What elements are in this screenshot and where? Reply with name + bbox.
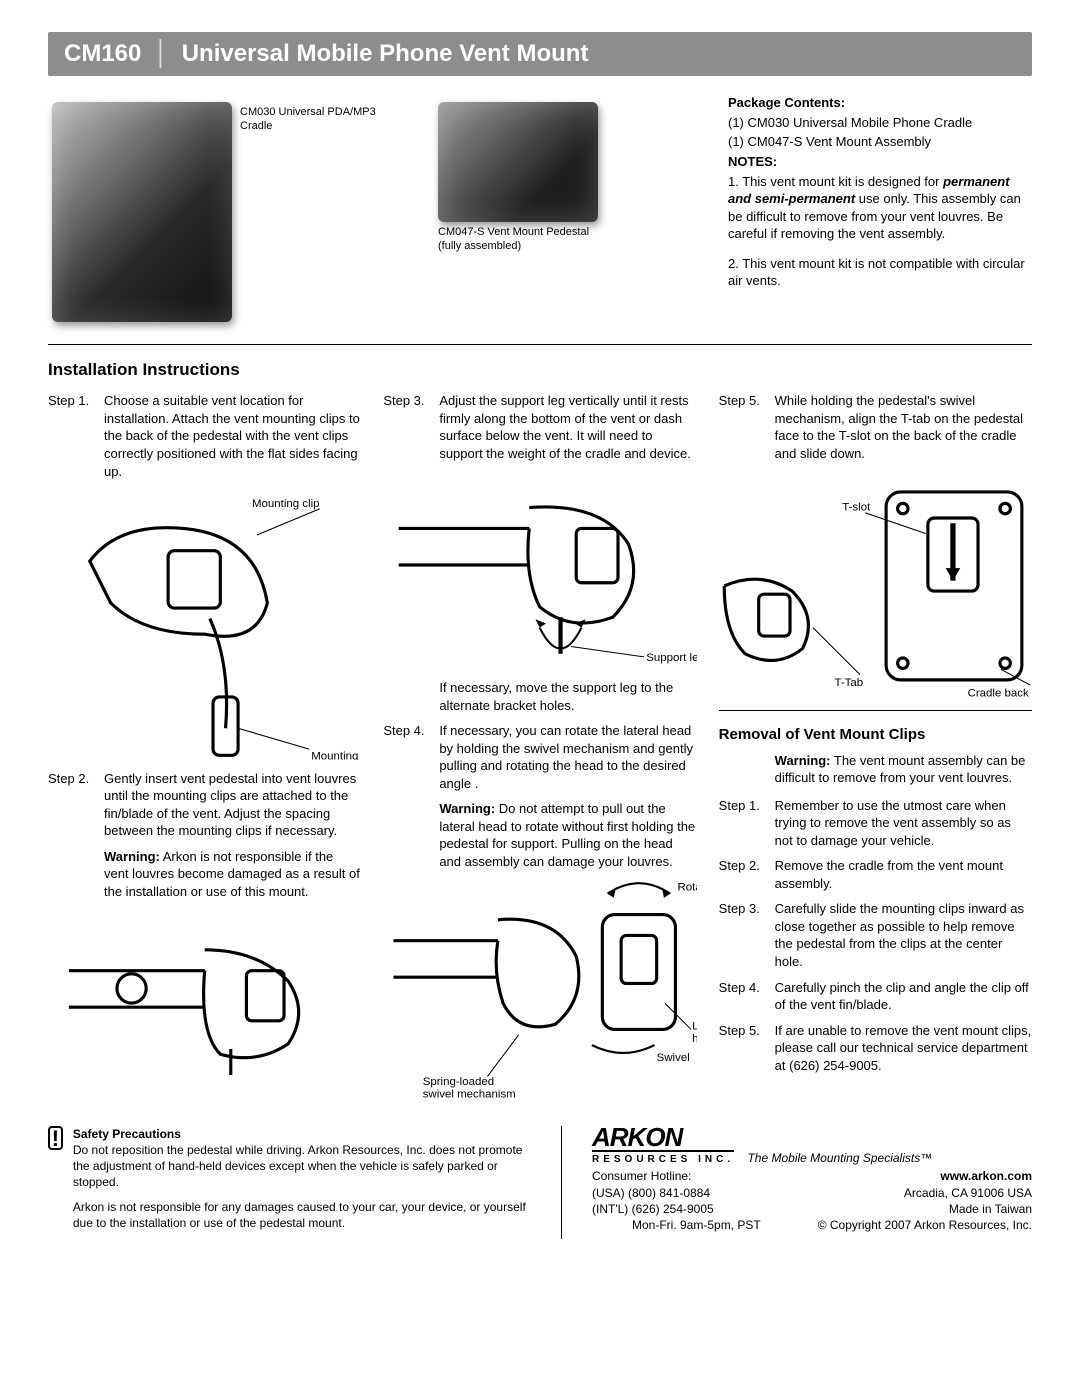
title-separator: │ (154, 40, 169, 67)
contact-left: Consumer Hotline: (USA) (800) 841-0884 (… (592, 1168, 761, 1233)
instruction-columns: Step 1. Choose a suitable vent location … (48, 392, 1032, 1107)
step-3-extra: If necessary, move the support leg to th… (383, 679, 696, 714)
label-support-leg: Support leg (647, 652, 697, 664)
label-spring-2: swivel mechanism (423, 1089, 516, 1098)
step-1: Step 1. Choose a suitable vent location … (48, 392, 361, 480)
removal-step-4: Step 4. Carefully pinch the clip and ang… (719, 979, 1032, 1014)
step-1-body: Choose a suitable vent location for inst… (104, 392, 361, 480)
column-3: Step 5. While holding the pedestal's swi… (719, 392, 1032, 1107)
footer: ! Safety Precautions Do not reposition t… (48, 1126, 1032, 1239)
notes-title: NOTES: (728, 153, 1028, 171)
footer-divider (561, 1126, 562, 1239)
title-bar: CM160 │ Universal Mobile Phone Vent Moun… (48, 32, 1032, 76)
step-5-body: While holding the pedestal's swivel mech… (775, 392, 1032, 462)
company-info: ARKON RESOURCES INC. The Mobile Mounting… (592, 1126, 1032, 1239)
step-4-label: Step 4. (383, 722, 439, 792)
divider-removal (719, 710, 1032, 711)
pedestal-photo (438, 102, 598, 222)
column-2: Step 3. Adjust the support leg verticall… (383, 392, 696, 1107)
label-mounting-clip-2: Mounting clip (311, 751, 361, 760)
contact-info: Consumer Hotline: (USA) (800) 841-0884 (… (592, 1168, 1032, 1233)
removal-warning: Warning: The vent mount assembly can be … (719, 752, 1032, 787)
note-1: 1. This vent mount kit is designed for p… (728, 173, 1028, 243)
step-4-body: If necessary, you can rotate the lateral… (439, 722, 696, 792)
product-1: CM030 Universal PDA/MP3 Cradle (52, 102, 410, 322)
label-t-tab: T-Tab (834, 677, 863, 689)
safety-title: Safety Precautions (73, 1126, 531, 1142)
note-2: 2. This vent mount kit is not compatible… (728, 255, 1028, 290)
cradle-caption: CM030 Universal PDA/MP3 Cradle (240, 106, 410, 134)
step-4-warning: Warning: Do not attempt to pull out the … (383, 800, 696, 870)
removal-step-5: Step 5. If are unable to remove the vent… (719, 1022, 1032, 1075)
removal-step-1: Step 1. Remember to use the utmost care … (719, 797, 1032, 850)
label-rotate: Rotate (678, 882, 697, 894)
label-swivel: Swivel (657, 1052, 690, 1064)
diagram-4: Rotate Lateral head Swivel Spring-loaded… (383, 878, 696, 1097)
step-2-warning: Warning: Arkon is not responsible if the… (48, 848, 361, 901)
package-item-2: (1) CM047-S Vent Mount Assembly (728, 133, 1028, 151)
step-2-label: Step 2. (48, 770, 104, 840)
diagram-1: Mounting clip Mounting clip (48, 488, 361, 760)
step-1-label: Step 1. (48, 392, 104, 480)
cradle-photo (52, 102, 232, 322)
logo-subtext: RESOURCES INC. (592, 1150, 734, 1167)
install-heading: Installation Instructions (48, 359, 1032, 382)
label-cradle-back: Cradle back (967, 687, 1028, 699)
safety-2: Arkon is not responsible for any damages… (73, 1199, 531, 1231)
step-5-label: Step 5. (719, 392, 775, 462)
safety-precautions: ! Safety Precautions Do not reposition t… (48, 1126, 531, 1239)
removal-step-2: Step 2. Remove the cradle from the vent … (719, 857, 1032, 892)
divider-top (48, 344, 1032, 345)
pedestal-caption: CM047-S Vent Mount Pedestal (fully assem… (438, 226, 608, 254)
product-title: Universal Mobile Phone Vent Mount (182, 40, 589, 67)
contact-right: www.arkon.com Arcadia, CA 91006 USA Made… (818, 1168, 1032, 1233)
label-mounting-clip-1: Mounting clip (252, 498, 320, 510)
step-3-label: Step 3. (383, 392, 439, 462)
label-lateral-1: Lateral (692, 1021, 696, 1033)
package-item-1: (1) CM030 Universal Mobile Phone Cradle (728, 114, 1028, 132)
logo-text: ARKON (592, 1122, 682, 1152)
step-3-body: Adjust the support leg vertically until … (439, 392, 696, 462)
label-lateral-2: head (692, 1033, 696, 1045)
top-section: CM030 Universal PDA/MP3 Cradle CM047-S V… (48, 94, 1032, 336)
safety-1: Do not reposition the pedestal while dri… (73, 1142, 531, 1191)
tagline: The Mobile Mounting Specialists™ (747, 1151, 932, 1165)
diagram-5: T-slot T-Tab Cradle back (719, 471, 1032, 701)
diagram-2 (48, 908, 361, 1086)
removal-step-3: Step 3. Carefully slide the mounting cli… (719, 900, 1032, 970)
product-images: CM030 Universal PDA/MP3 Cradle CM047-S V… (52, 94, 704, 322)
package-notes: Package Contents: (1) CM030 Universal Mo… (728, 94, 1028, 322)
removal-heading: Removal of Vent Mount Clips (719, 725, 1032, 745)
label-t-slot: T-slot (842, 501, 871, 513)
label-spring-1: Spring-loaded (423, 1076, 494, 1088)
column-1: Step 1. Choose a suitable vent location … (48, 392, 361, 1107)
product-2: CM047-S Vent Mount Pedestal (fully assem… (438, 102, 608, 254)
warning-icon: ! (48, 1126, 63, 1150)
step-5: Step 5. While holding the pedestal's swi… (719, 392, 1032, 462)
step-3: Step 3. Adjust the support leg verticall… (383, 392, 696, 462)
diagram-3: Support leg (383, 471, 696, 669)
step-4: Step 4. If necessary, you can rotate the… (383, 722, 696, 792)
product-code: CM160 (64, 40, 141, 67)
step-2-body: Gently insert vent pedestal into vent lo… (104, 770, 361, 840)
package-contents-title: Package Contents: (728, 94, 1028, 112)
step-2: Step 2. Gently insert vent pedestal into… (48, 770, 361, 840)
